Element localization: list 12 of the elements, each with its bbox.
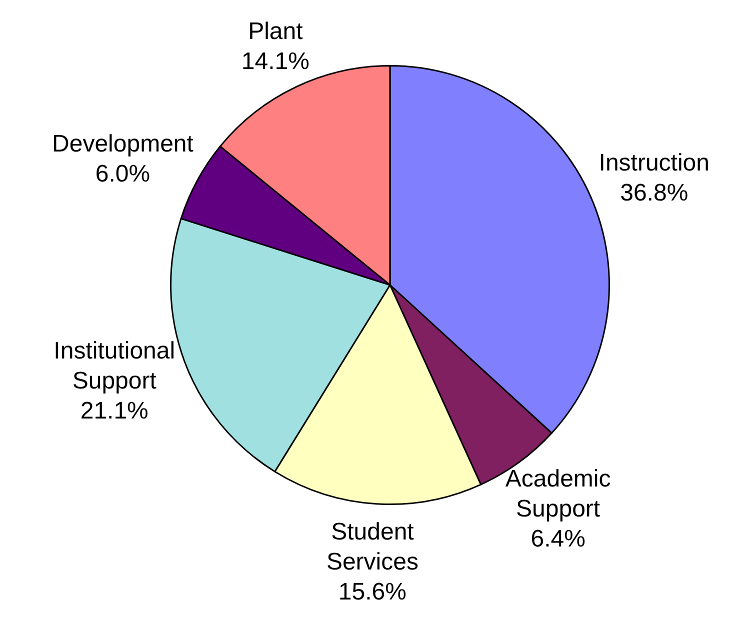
data-label: 36.8% bbox=[620, 180, 688, 207]
slice-label: Student Services bbox=[326, 518, 418, 576]
data-label: 14.1% bbox=[241, 48, 310, 75]
slice-label: Instruction bbox=[598, 150, 710, 177]
data-label: 21.1% bbox=[80, 397, 148, 424]
data-label: 6.4% bbox=[530, 526, 586, 553]
data-label: 15.6% bbox=[338, 578, 406, 606]
slice-label: Plant bbox=[248, 18, 304, 45]
data-label: 6.0% bbox=[95, 160, 150, 188]
slice-label: Development bbox=[52, 130, 194, 158]
slice-label: Academic Support bbox=[505, 466, 611, 523]
slice-label: Institutional Support bbox=[54, 337, 176, 394]
